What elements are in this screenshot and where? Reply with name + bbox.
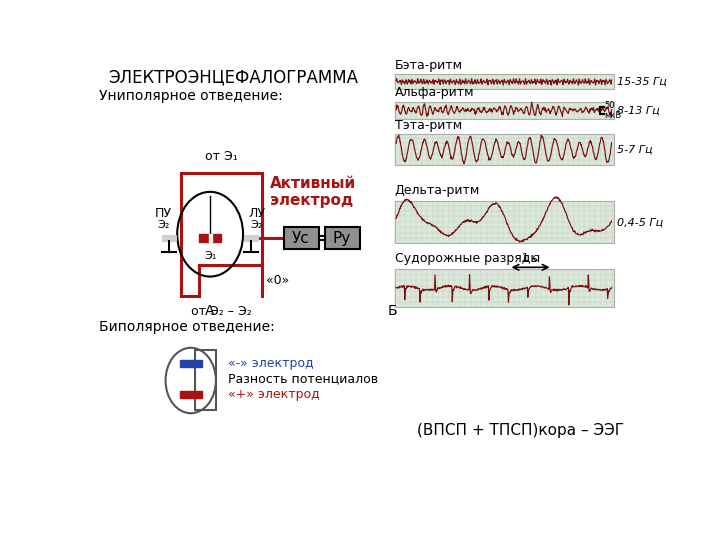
Text: Бэта-ритм: Бэта-ритм (395, 59, 463, 72)
Text: Э₁: Э₁ (204, 251, 216, 261)
Text: 50
мкВ: 50 мкВ (605, 101, 622, 120)
Bar (199, 234, 221, 242)
Text: 1 с: 1 с (522, 253, 539, 264)
Text: Разность потенциалов: Разность потенциалов (228, 373, 378, 386)
Text: «0»: «0» (266, 274, 289, 287)
Text: Э₂: Э₂ (158, 220, 170, 230)
Bar (395, 74, 614, 90)
Text: А: А (205, 304, 215, 318)
Text: от Э₁: от Э₁ (205, 150, 238, 164)
Text: Альфа-ритм: Альфа-ритм (395, 86, 474, 99)
Text: ЛУ: ЛУ (248, 207, 265, 220)
Text: «+» электрод: «+» электрод (228, 388, 320, 401)
Text: Биполярное отведение:: Биполярное отведение: (99, 320, 275, 334)
Text: 5-7 Гц: 5-7 Гц (617, 145, 652, 154)
Text: «-» электрод: «-» электрод (228, 357, 314, 370)
Text: 15-35 Гц: 15-35 Гц (617, 77, 667, 87)
Text: ПУ: ПУ (155, 207, 172, 220)
Text: Дельта-ритм: Дельта-ритм (395, 184, 480, 197)
Text: Б: Б (387, 304, 397, 318)
Bar (395, 269, 614, 307)
Text: Активный
электрод: Активный электрод (270, 176, 356, 208)
Bar (395, 201, 614, 244)
Bar (395, 134, 614, 165)
Text: Ру: Ру (333, 231, 351, 246)
Bar (162, 235, 176, 241)
Bar (180, 390, 202, 398)
Text: Ус: Ус (292, 231, 310, 246)
Bar (209, 234, 212, 242)
Text: от Э₂ – Э₂: от Э₂ – Э₂ (192, 305, 252, 318)
Text: 0,4-5 Гц: 0,4-5 Гц (617, 217, 663, 227)
Text: Тэта-ритм: Тэта-ритм (395, 119, 462, 132)
Text: Судорожные разряды: Судорожные разряды (395, 252, 540, 265)
Bar (325, 227, 360, 249)
Text: Э₂: Э₂ (251, 220, 263, 230)
Bar (194, 350, 216, 410)
Bar (284, 227, 319, 249)
Text: Униполярное отведение:: Униполярное отведение: (99, 89, 283, 103)
Text: 8-13 Гц: 8-13 Гц (617, 105, 660, 115)
Bar (180, 360, 202, 367)
Text: (ВПСП + ТПСП)кора – ЭЭГ: (ВПСП + ТПСП)кора – ЭЭГ (417, 423, 624, 438)
Bar (395, 102, 614, 119)
Bar (244, 235, 258, 241)
Text: ЭЛЕКТРОЭНЦЕФАЛОГРАММА: ЭЛЕКТРОЭНЦЕФАЛОГРАММА (109, 69, 359, 87)
